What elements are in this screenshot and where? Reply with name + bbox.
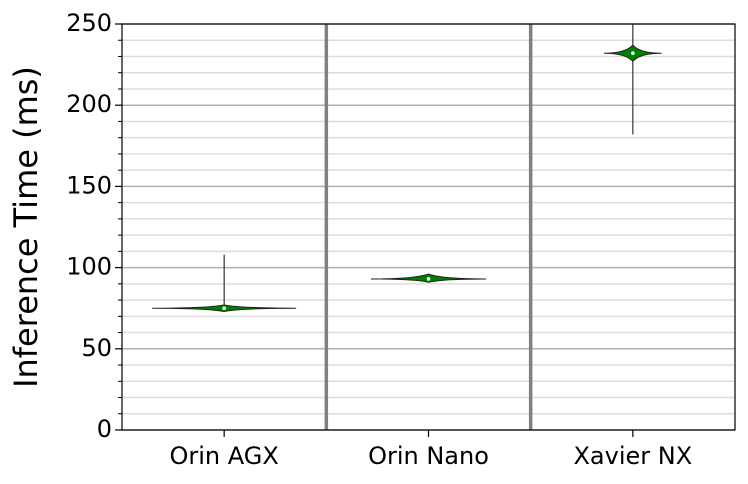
y-tick-label: 150: [66, 171, 112, 199]
y-axis-label: Inference Time (ms): [7, 66, 45, 388]
median-dot: [426, 277, 431, 281]
x-tick-label: Orin AGX: [170, 442, 279, 470]
x-tick-label: Orin Nano: [368, 442, 489, 470]
plot-frame: [121, 23, 736, 431]
y-tick-label: 100: [66, 253, 112, 281]
y-tick-label: 50: [81, 334, 112, 362]
x-tick-label: Xavier NX: [573, 442, 692, 470]
median-dot: [631, 51, 635, 56]
y-tick-label: 250: [66, 9, 112, 37]
median-dot: [222, 306, 226, 311]
y-tick-label: 200: [66, 90, 112, 118]
y-tick-label: 0: [97, 415, 112, 443]
